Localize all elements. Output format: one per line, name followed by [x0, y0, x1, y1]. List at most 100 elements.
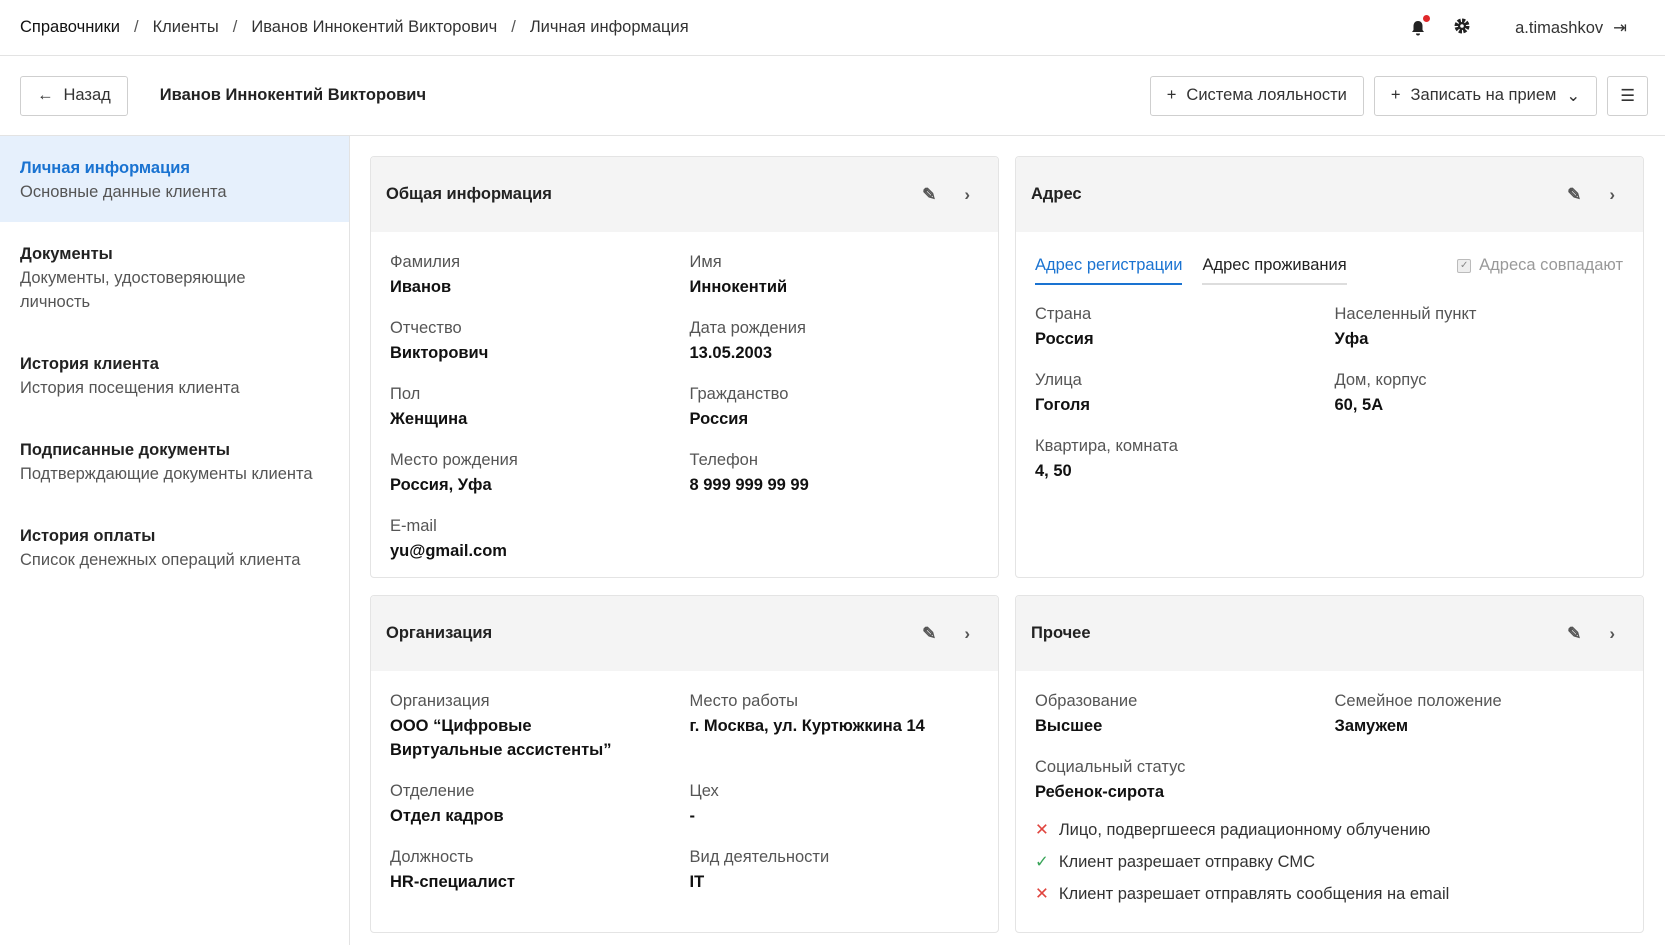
cross-icon: ✕ [1035, 821, 1049, 839]
field-label: Имя [689, 253, 722, 271]
item-desc: Подтверждающие документы клиента [20, 465, 313, 483]
plus-icon: + [1390, 86, 1401, 104]
chevron-right-icon[interactable]: › [1609, 184, 1615, 204]
appointment-label: Записать на прием [1410, 86, 1557, 104]
field-value: 4, 50 [1035, 462, 1072, 480]
item-desc: Основные данные клиента [20, 183, 227, 201]
field-value: Отдел кадров [390, 807, 504, 825]
field-value: Гоголя [1035, 396, 1091, 414]
edit-icon[interactable]: ✎ [922, 623, 937, 643]
appointment-button[interactable]: + Записать на прием ⌄ [1373, 75, 1598, 116]
filter-settings-button[interactable]: ☰ [1607, 75, 1648, 116]
fields-grid: Образование Высшее Семейное положение Замуж… [1016, 671, 1643, 820]
card-title: Адрес [1031, 185, 1082, 203]
field: Телефон 8 999 999 99 99 [690, 447, 980, 497]
fields-grid: Фамилия Иванов Имя Иннокентий Отчество Виктор… [371, 232, 998, 579]
tab-registration-address[interactable]: Адрес регистрации [1035, 256, 1183, 285]
sidebar-item-documents[interactable]: Документы Документы, удостоверяющие лично… [0, 222, 349, 332]
check-icon: ✓ [1035, 853, 1049, 871]
field-label: Место рождения [390, 451, 518, 469]
card-title: Организация [386, 624, 493, 642]
field: Цех - [690, 778, 980, 828]
field-label: Дата рождения [689, 319, 806, 337]
field-label: Должность [390, 848, 474, 866]
sidebar-item-history[interactable]: История клиента История посещения клиента [0, 332, 349, 418]
back-button[interactable]: ← Назад [20, 75, 128, 116]
toolbar: ← Назад Иванов Иннокентий Викторович + Сис… [0, 56, 1665, 136]
breadcrumb-item[interactable]: Справочники [20, 18, 120, 36]
field: Место работы г. Москва, ул. Куртюжкина 14 [690, 688, 980, 762]
field-label: Отчество [390, 319, 462, 337]
sidebar-item-personal[interactable]: Личная информация Основные данные клиента [0, 136, 349, 222]
fields-grid: Организация ООО “Цифровые Виртуальные асс… [371, 671, 998, 910]
loyalty-button[interactable]: + Система лояльности [1149, 75, 1364, 116]
field-label: Фамилия [390, 253, 461, 271]
sliders-icon: ☰ [1620, 86, 1635, 105]
item-title: История оплаты [20, 527, 156, 545]
breadcrumb-item[interactable]: Клиенты [152, 18, 219, 36]
flag-text: Клиент разрешает отправку СМС [1058, 853, 1316, 871]
field: Социальный статус Ребенок-сирота [1035, 754, 1325, 804]
general-info-card: Общая информация ✎ › Фамилия Иванов Имя Иннок… [370, 156, 999, 578]
flag-item: ✓ Клиент разрешает отправку СМС [1016, 846, 1643, 878]
logout-icon[interactable]: ⇥ [1613, 19, 1627, 37]
flags-list: ✕ Лицо, подвергшееся радиационному облуче… [1016, 814, 1643, 910]
cross-icon: ✕ [1035, 885, 1049, 903]
field: Организация ООО “Цифровые Виртуальные асс… [390, 688, 680, 762]
field: Пол Женщина [390, 381, 680, 431]
field-value: Россия [1035, 330, 1094, 348]
edit-icon[interactable]: ✎ [922, 184, 937, 204]
edit-icon[interactable]: ✎ [1567, 623, 1582, 643]
flag-text: Клиент разрешает отправлять сообщения на… [1058, 885, 1450, 903]
field-label: Социальный статус [1035, 758, 1186, 776]
field-label: Организация [390, 692, 490, 710]
tab-residence-address[interactable]: Адрес проживания [1202, 256, 1347, 285]
chevron-right-icon[interactable]: › [1609, 623, 1615, 643]
field: Имя Иннокентий [690, 249, 980, 299]
breadcrumb-item: Личная информация [529, 18, 689, 36]
field-value: 8 999 999 99 99 [689, 476, 809, 494]
card-title: Прочее [1031, 624, 1091, 642]
field-value: HR-специалист [390, 873, 515, 891]
sidebar: Личная информация Основные данные клиента… [0, 136, 350, 945]
field-label: Пол [390, 385, 421, 403]
user-menu[interactable]: a.timashkov ⇥ [1515, 18, 1627, 38]
item-title: Личная информация [20, 159, 191, 177]
field: Дата рождения 13.05.2003 [690, 315, 980, 365]
field-value: г. Москва, ул. Куртюжкина 14 [689, 717, 925, 735]
field: Населенный пункт Уфа [1335, 301, 1625, 351]
field-value: 13.05.2003 [689, 344, 773, 362]
field-label: Семейное положение [1334, 692, 1502, 710]
chevron-down-icon: ⌄ [1566, 86, 1581, 105]
field: Образование Высшее [1035, 688, 1325, 738]
field-label: Населенный пункт [1334, 305, 1477, 323]
breadcrumb-item[interactable]: Иванов Иннокентий Викторович [251, 18, 498, 36]
field-value: yu@gmail.com [390, 542, 507, 560]
field: Должность HR-специалист [390, 844, 680, 894]
field-value: Уфа [1334, 330, 1369, 348]
sidebar-item-payments[interactable]: История оплаты Список денежных операций к… [0, 504, 349, 590]
field-label: Вид деятельности [689, 848, 830, 866]
item-title: История клиента [20, 355, 159, 373]
bell-icon[interactable] [1409, 15, 1431, 37]
item-desc: История посещения клиента [20, 379, 240, 397]
plus-icon: + [1166, 86, 1177, 104]
field-value: 60, 5А [1334, 396, 1384, 414]
item-desc: Документы, удостоверяющие личность [20, 269, 246, 311]
field-label: Телефон [689, 451, 758, 469]
checkbox-label: Адреса совпадают [1479, 256, 1623, 274]
breadcrumb: Справочники / Клиенты / Иванов Иннокентий … [20, 18, 689, 37]
sidebar-item-signed[interactable]: Подписанные документы Подтверждающие доку… [0, 418, 349, 504]
gear-icon[interactable] [1453, 17, 1471, 40]
field: Место рождения Россия, Уфа [390, 447, 680, 497]
field-value: Ребенок-сирота [1035, 783, 1165, 801]
field-value: Женщина [390, 410, 468, 428]
addresses-match-checkbox[interactable]: ✓ Адреса совпадают [1457, 256, 1623, 275]
chevron-right-icon[interactable]: › [964, 623, 970, 643]
chevron-right-icon[interactable]: › [964, 184, 970, 204]
field-label: Цех [689, 782, 719, 800]
address-card: Адрес ✎ › Адрес регистрации Адрес проживан… [1015, 156, 1644, 578]
edit-icon[interactable]: ✎ [1567, 184, 1582, 204]
field-value: Россия [689, 410, 749, 428]
other-card: Прочее ✎ › Образование Высшее Семейное полож… [1015, 595, 1644, 933]
